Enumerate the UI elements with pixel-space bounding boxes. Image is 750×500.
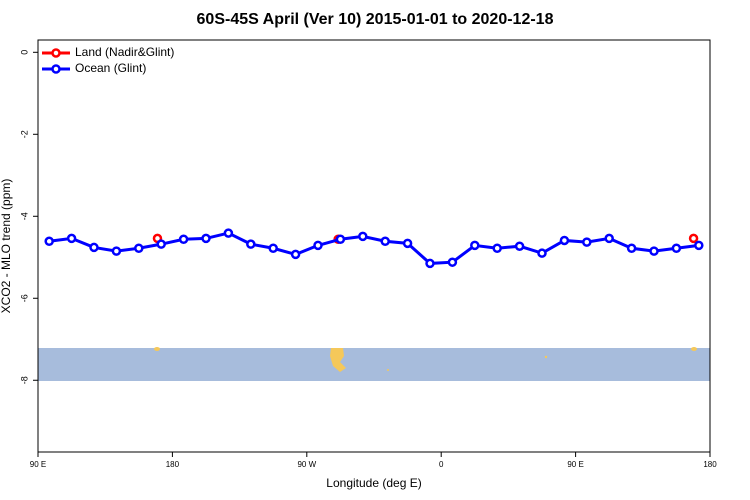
data-point: [134, 243, 144, 254]
legend-label: Land (Nadir&Glint): [75, 45, 174, 59]
data-point: [335, 234, 346, 244]
x-tick-label: 180: [166, 460, 180, 469]
data-point: [447, 257, 458, 267]
map-land: [691, 347, 697, 351]
data-point: [514, 241, 525, 251]
data-point: [492, 243, 502, 254]
chart-title: 60S-45S April (Ver 10) 2015-01-01 to 202…: [197, 11, 554, 28]
data-point: [358, 231, 368, 242]
data-point: [688, 233, 699, 244]
legend-label: Ocean (Glint): [75, 61, 146, 75]
map-ocean: [38, 348, 710, 381]
data-point: [156, 239, 166, 249]
y-tick-label: 0: [19, 50, 29, 55]
map-land: [387, 369, 389, 371]
data-point: [604, 233, 614, 244]
data-point: [626, 243, 637, 254]
data-point: [290, 249, 301, 260]
data-point: [44, 236, 54, 247]
data-point: [649, 246, 659, 256]
data-point: [246, 239, 256, 249]
x-tick-label: 90 E: [567, 460, 583, 469]
data-point: [425, 258, 435, 269]
data-point: [178, 234, 189, 244]
data-point: [402, 238, 413, 249]
data-point: [268, 243, 278, 254]
y-tick-label: -6: [19, 294, 29, 302]
y-tick-label: -4: [19, 212, 29, 220]
x-tick-label: 90 W: [297, 460, 316, 469]
x-tick-label: 180: [703, 460, 717, 469]
map-land: [544, 355, 548, 359]
x-tick-label: 0: [439, 460, 444, 469]
data-point: [89, 242, 99, 253]
legend-marker: [51, 64, 61, 74]
legend-marker: [51, 48, 61, 58]
data-point: [111, 246, 122, 256]
map-strip: [38, 347, 710, 381]
data-point: [694, 240, 704, 251]
data-point: [313, 240, 323, 251]
data-point: [66, 233, 77, 244]
data-point: [671, 243, 682, 254]
y-tick-label: -8: [19, 376, 29, 384]
map-land: [330, 348, 346, 372]
data-point: [380, 236, 390, 247]
x-axis-label: Longitude (deg E): [326, 476, 421, 490]
y-tick-label: -2: [19, 130, 29, 138]
y-axis-label: XCO2 - MLO trend (ppm): [0, 179, 13, 314]
data-point: [582, 237, 592, 247]
x-tick-label: 90 E: [30, 460, 46, 469]
plot-frame: [37, 39, 711, 453]
data-point: [470, 240, 480, 251]
data-point: [559, 235, 570, 246]
map-land: [154, 347, 160, 351]
data-point: [537, 248, 547, 258]
data-point: [223, 228, 234, 238]
data-point: [201, 233, 211, 244]
